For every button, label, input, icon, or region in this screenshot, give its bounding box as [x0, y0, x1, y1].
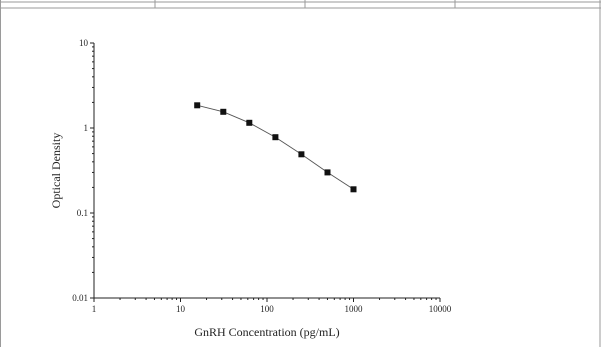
data-point — [194, 102, 201, 109]
series-line — [197, 104, 354, 190]
y-tick-label: 0.01 — [72, 293, 88, 303]
x-tick-label: 100 — [260, 304, 274, 314]
y-axis-title: Optical Density — [49, 133, 63, 209]
data-point — [272, 134, 279, 141]
x-ticks: 1 10 100 1000 10000 — [92, 298, 452, 314]
y-tick-label: 0.1 — [77, 208, 88, 218]
data-point — [220, 108, 227, 115]
plot-area — [194, 102, 357, 193]
x-axis-title: GnRH Concentration (pg/mL) — [194, 325, 339, 339]
data-point — [298, 151, 305, 158]
y-tick-label: 10 — [79, 38, 89, 48]
x-tick-label: 10 — [176, 304, 186, 314]
axes: 1 10 100 1000 10000 0.01 0.1 1 10 — [72, 38, 452, 314]
data-point — [324, 169, 331, 176]
data-point — [246, 119, 253, 126]
x-tick-label: 1000 — [345, 304, 364, 314]
y-tick-label: 1 — [84, 123, 89, 133]
data-point — [350, 186, 357, 193]
y-ticks: 0.01 0.1 1 10 — [72, 38, 94, 303]
x-tick-label: 10000 — [429, 304, 452, 314]
x-tick-label: 1 — [92, 304, 97, 314]
